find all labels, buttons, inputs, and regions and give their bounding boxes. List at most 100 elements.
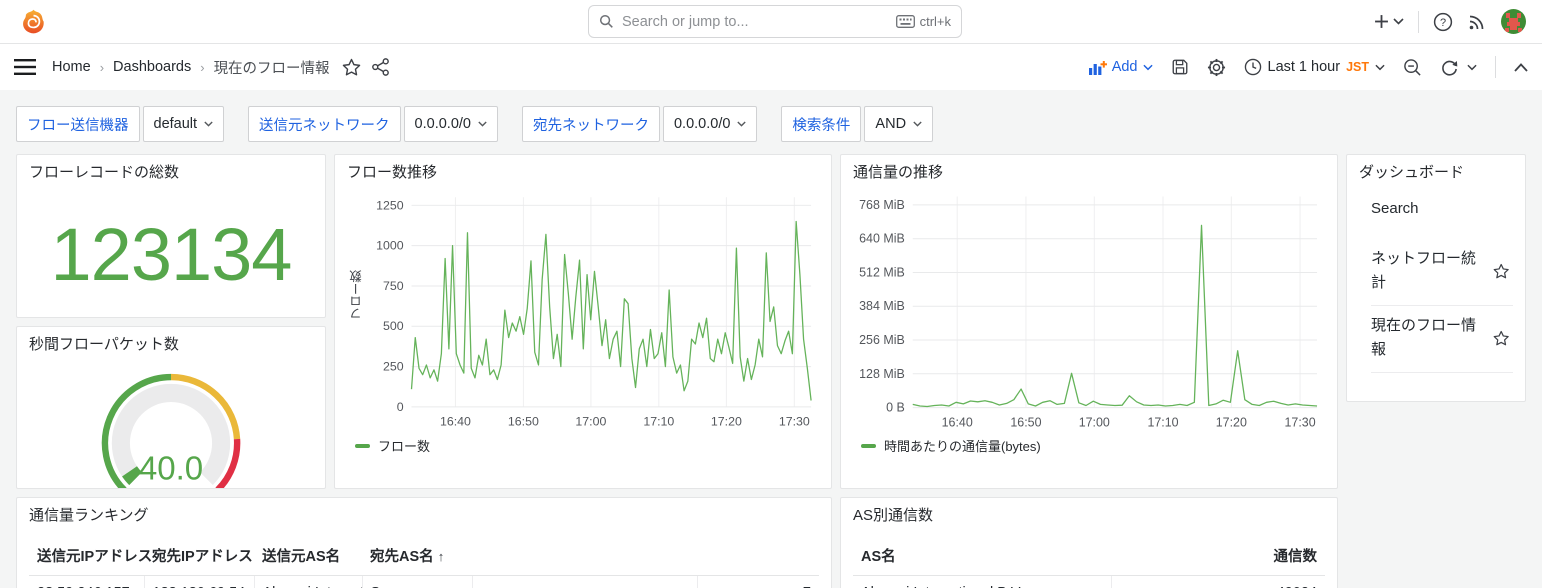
svg-text:17:30: 17:30 — [779, 415, 810, 429]
chevron-down-icon — [1375, 64, 1385, 70]
add-button[interactable]: Add — [1088, 59, 1153, 75]
legend-label: 時間あたりの通信量(bytes) — [884, 439, 1041, 454]
chart-legend[interactable]: 時間あたりの通信量(bytes) — [861, 436, 1325, 455]
svg-text:1250: 1250 — [376, 198, 404, 212]
divider — [1418, 10, 1419, 33]
panel-flow-count-chart[interactable]: フロー数推移 フロー数 16:40 16:50 17:00 17:10 17:20 17:… — [334, 154, 832, 489]
filter-value-dropdown[interactable]: 0.0.0.0/0 — [662, 106, 758, 142]
svg-text:16:50: 16:50 — [508, 415, 539, 429]
menu-icon[interactable] — [14, 58, 36, 76]
panel-flow-record-total[interactable]: フローレコードの総数 123134 — [16, 154, 326, 318]
collapse-caret-up-icon[interactable] — [1514, 62, 1528, 72]
svg-text:16:40: 16:40 — [440, 415, 471, 429]
dashboard-list-item[interactable]: 現在のフロー情報 — [1371, 306, 1513, 373]
panel-title: 秒間フローパケット数 — [29, 335, 179, 353]
settings-gear-icon[interactable] — [1207, 58, 1226, 77]
col-src-as[interactable]: 送信元AS名 — [254, 539, 362, 576]
col-dst-as[interactable]: 宛先AS名 ↑ — [362, 539, 472, 576]
panel-flow-packets-gauge[interactable]: 秒間フローパケット数 40.0 — [16, 325, 326, 489]
dashboard-toolbar: Home › Dashboards › 現在のフロー情報 Add — [0, 44, 1542, 90]
search-icon — [599, 14, 613, 28]
search-input[interactable]: Search or jump to... ctrl+k — [588, 5, 962, 38]
filter-search-condition: 検索条件 AND — [781, 106, 934, 142]
rss-icon — [1469, 15, 1484, 29]
svg-text:128 MiB: 128 MiB — [859, 367, 905, 381]
filter-value-dropdown[interactable]: 0.0.0.0/0 — [403, 106, 498, 142]
svg-text:17:20: 17:20 — [711, 415, 742, 429]
svg-text:17:20: 17:20 — [1216, 416, 1247, 430]
add-label: Add — [1111, 59, 1138, 75]
stat-value: 123134 — [50, 213, 293, 296]
filter-flow-exporter: フロー送信機器 default — [16, 106, 225, 142]
flow-count-line-chart: 16:40 16:50 17:00 17:10 17:20 17:30 0 250 500 750… — [376, 197, 812, 429]
svg-text:17:00: 17:00 — [1079, 416, 1110, 430]
col-dst-ip[interactable]: 宛先IPアドレス — [144, 539, 254, 576]
dashboard-list-item[interactable]: ネットフロー統計 — [1371, 239, 1513, 306]
gauge-value: 40.0 — [139, 450, 203, 487]
breadcrumb: Home › Dashboards › 現在のフロー情報 — [52, 57, 330, 78]
breadcrumb-home[interactable]: Home — [52, 59, 91, 75]
breadcrumb-dashboards[interactable]: Dashboards — [113, 59, 192, 75]
table-row[interactable]: Akamai International B.V. 49024 — [853, 575, 1325, 588]
svg-text:640 MiB: 640 MiB — [859, 232, 905, 246]
user-avatar[interactable] — [1501, 9, 1526, 34]
col-as-name[interactable]: AS名 — [853, 539, 1111, 576]
svg-text:384 MiB: 384 MiB — [859, 299, 905, 313]
search-shortcut: ctrl+k — [919, 14, 951, 29]
svg-text:512 MiB: 512 MiB — [859, 265, 905, 279]
search-placeholder: Search or jump to... — [622, 13, 749, 30]
panel-title: 通信量ランキング — [29, 507, 149, 524]
top-nav: Search or jump to... ctrl+k — [0, 0, 1542, 44]
filter-value-dropdown[interactable]: AND — [864, 106, 934, 142]
save-icon[interactable] — [1171, 58, 1189, 76]
svg-text:750: 750 — [383, 279, 404, 293]
star-icon[interactable] — [1493, 263, 1509, 279]
svg-text:500: 500 — [383, 319, 404, 333]
star-icon[interactable] — [1493, 330, 1509, 346]
dashboard-search-link[interactable]: Search — [1371, 200, 1419, 217]
breadcrumb-current: 現在のフロー情報 — [213, 60, 330, 77]
new-button[interactable] — [1374, 14, 1404, 29]
sort-asc-icon: ↑ — [437, 549, 445, 564]
col-src-ip[interactable]: 送信元IPアドレス — [29, 539, 152, 576]
svg-text:768 MiB: 768 MiB — [859, 198, 905, 212]
plus-icon — [1375, 15, 1388, 28]
panel-traffic-chart[interactable]: 通信量の推移 16:40 16:50 17:00 17:10 17:20 17:30 0 B… — [840, 154, 1338, 489]
filter-label: フロー送信機器 — [16, 106, 140, 142]
legend-label: フロー数 — [378, 439, 431, 454]
as-traffic-table: AS名 通信数 Akamai International B.V. 49024 — [853, 539, 1325, 588]
keyboard-icon — [895, 15, 915, 28]
grafana-logo[interactable] — [20, 8, 47, 35]
traffic-ranking-table: 送信元IPアドレス 宛先IPアドレス 送信元AS名 宛先AS名 ↑ 23.59.… — [29, 539, 819, 588]
svg-text:16:40: 16:40 — [942, 416, 973, 430]
legend-swatch — [861, 443, 876, 448]
chevron-down-icon — [478, 121, 487, 127]
news-button[interactable] — [1467, 12, 1487, 32]
panel-dashboard-list[interactable]: ダッシュボード Search ネットフロー統計 現在のフロー情報 — [1346, 154, 1526, 402]
favorite-star-icon[interactable] — [342, 58, 361, 76]
svg-text:1000: 1000 — [376, 239, 404, 253]
time-range-picker[interactable]: Last 1 hour JST — [1244, 58, 1386, 76]
filter-label: 検索条件 — [781, 106, 862, 142]
refresh-interval-chevron-icon[interactable] — [1467, 64, 1477, 71]
filter-dest-network: 宛先ネットワーク 0.0.0.0/0 — [521, 106, 758, 142]
help-button[interactable]: ? — [1433, 12, 1453, 32]
chart-legend[interactable]: フロー数 — [355, 436, 819, 455]
col-traffic-count[interactable]: 通信数 — [1111, 539, 1325, 576]
svg-text:0: 0 — [397, 400, 404, 414]
timezone-label: JST — [1346, 60, 1369, 74]
refresh-icon[interactable] — [1440, 58, 1459, 77]
panel-as-traffic-count[interactable]: AS別通信数 AS名 通信数 Akamai International B.V.… — [840, 497, 1338, 588]
svg-text:17:30: 17:30 — [1284, 416, 1315, 430]
variable-filters: フロー送信機器 default 送信元ネットワーク 0.0.0.0/0 宛先ネッ… — [16, 106, 1526, 142]
zoom-out-icon[interactable] — [1403, 58, 1422, 77]
panel-traffic-ranking[interactable]: 通信量ランキング 送信元IPアドレス 宛先IPアドレス 送信元AS名 宛先AS名… — [16, 497, 832, 588]
panel-title: 通信量の推移 — [853, 164, 944, 181]
filter-label: 宛先ネットワーク — [521, 106, 660, 142]
chevron-down-icon — [1393, 18, 1404, 25]
filter-value-dropdown[interactable]: default — [142, 106, 225, 142]
table-row[interactable]: 23.59.246.157 133.130.69.54 Akamai Inter… — [29, 575, 819, 588]
panel-title: AS別通信数 — [853, 507, 934, 524]
svg-text:16:50: 16:50 — [1010, 416, 1041, 430]
share-icon[interactable] — [371, 58, 390, 76]
